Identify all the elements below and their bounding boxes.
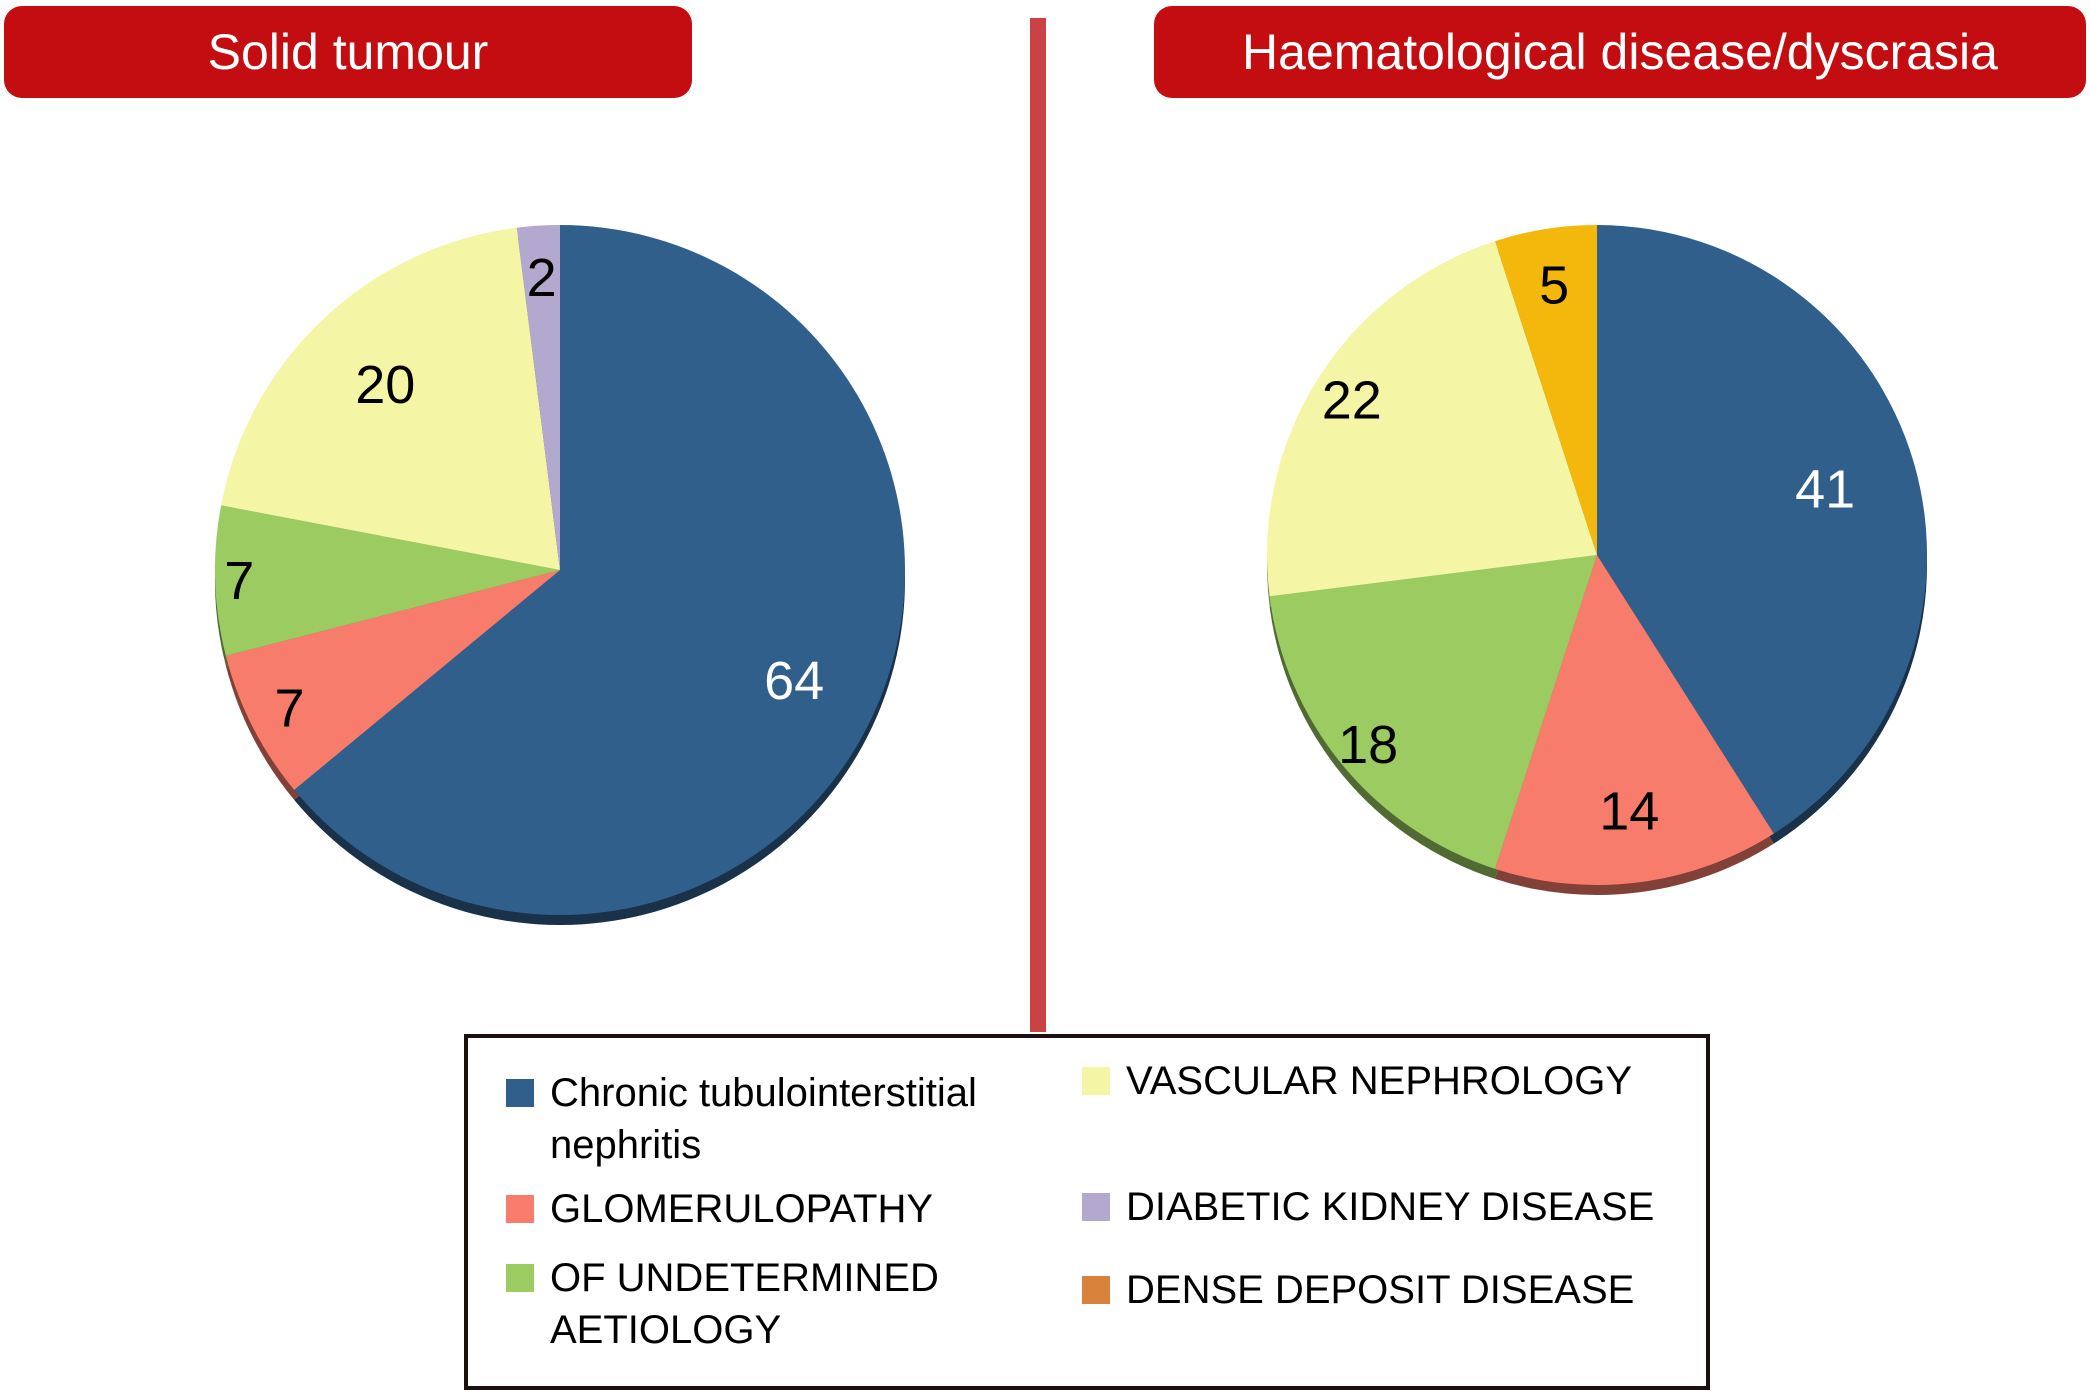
pie-value-label: 7 — [274, 679, 304, 739]
pie-value-label: 14 — [1599, 781, 1659, 841]
legend-label: DIABETIC KIDNEY DISEASE — [1126, 1185, 1655, 1229]
pie-slice-chronic-tubulointerstitial-nephritis — [294, 225, 905, 916]
legend-box: Chronic tubulointerstitial nephritis GLO… — [464, 1034, 1710, 1390]
legend-label: VASCULAR NEPHROLOGY — [1126, 1059, 1633, 1103]
pie-value-label: 41 — [1795, 460, 1855, 520]
vertical-divider — [1030, 18, 1046, 1032]
legend-item-glomerulopathy: GLOMERULOPATHY — [506, 1183, 933, 1235]
title-banner-solid-tumour: Solid tumour — [4, 6, 692, 98]
legend-item-vascular-nephrology: VASCULAR NEPHROLOGY — [1082, 1055, 1632, 1107]
legend-item-of-undetermined-aetiology: OF UNDETERMINED AETIOLOGY — [506, 1252, 1030, 1356]
legend-swatch-orange — [1082, 1276, 1110, 1304]
legend-label: GLOMERULOPATHY — [550, 1187, 934, 1231]
legend-item-dense-deposit-disease: DENSE DEPOSIT DISEASE — [1082, 1264, 1634, 1316]
pie-slice-chronic-tubulointerstitial-nephritis — [1597, 225, 1928, 834]
banner-right-label: Haematological disease/dyscrasia — [1242, 24, 1998, 80]
pie-value-label: 2 — [527, 248, 557, 308]
legend-swatch-green — [506, 1264, 534, 1292]
title-banner-haematological: Haematological disease/dyscrasia — [1154, 6, 2086, 98]
legend-item-diabetic-kidney-disease: DIABETIC KIDNEY DISEASE — [1082, 1181, 1654, 1233]
pie-value-label: 7 — [224, 551, 254, 611]
pie-slice-dense-deposit-disease — [1495, 225, 1597, 555]
legend-item-chronic-tubulointerstitial-nephritis: Chronic tubulointerstitial nephritis — [506, 1067, 1030, 1171]
legend-label: Chronic tubulointerstitial nephritis — [550, 1071, 977, 1167]
legend-swatch-lavender — [1082, 1193, 1110, 1221]
pie-chart-haematological: 41 14 18 22 5 — [1267, 225, 1928, 895]
pie-value-label: 22 — [1322, 370, 1382, 430]
pie-slice-glomerulopathy — [1495, 555, 1774, 885]
pie-value-label: 20 — [355, 355, 415, 415]
legend-swatch-salmon — [506, 1195, 534, 1223]
pie-slice-glomerulopathy — [225, 570, 560, 790]
pie-slice-of-undetermined-aetiology — [1269, 555, 1597, 869]
pie-slice-vascular-nephrology — [1267, 241, 1597, 597]
pie-chart-solid-tumour: 64 7 7 20 2 — [215, 225, 905, 926]
pie-slice-vascular-nephrology — [221, 227, 560, 570]
legend-swatch-yellow — [1082, 1067, 1110, 1095]
legend-label: OF UNDETERMINED AETIOLOGY — [550, 1256, 939, 1352]
legend-label: DENSE DEPOSIT DISEASE — [1126, 1268, 1635, 1312]
legend-swatch-blue — [506, 1079, 534, 1107]
pie-value-label: 64 — [764, 651, 824, 711]
banner-left-label: Solid tumour — [207, 24, 489, 80]
pie-slice-diabetic-kidney-disease — [516, 225, 560, 570]
pie-value-label: 18 — [1338, 715, 1398, 775]
pie-slice-of-undetermined-aetiology — [215, 505, 561, 656]
pie-value-label: 5 — [1539, 255, 1569, 315]
